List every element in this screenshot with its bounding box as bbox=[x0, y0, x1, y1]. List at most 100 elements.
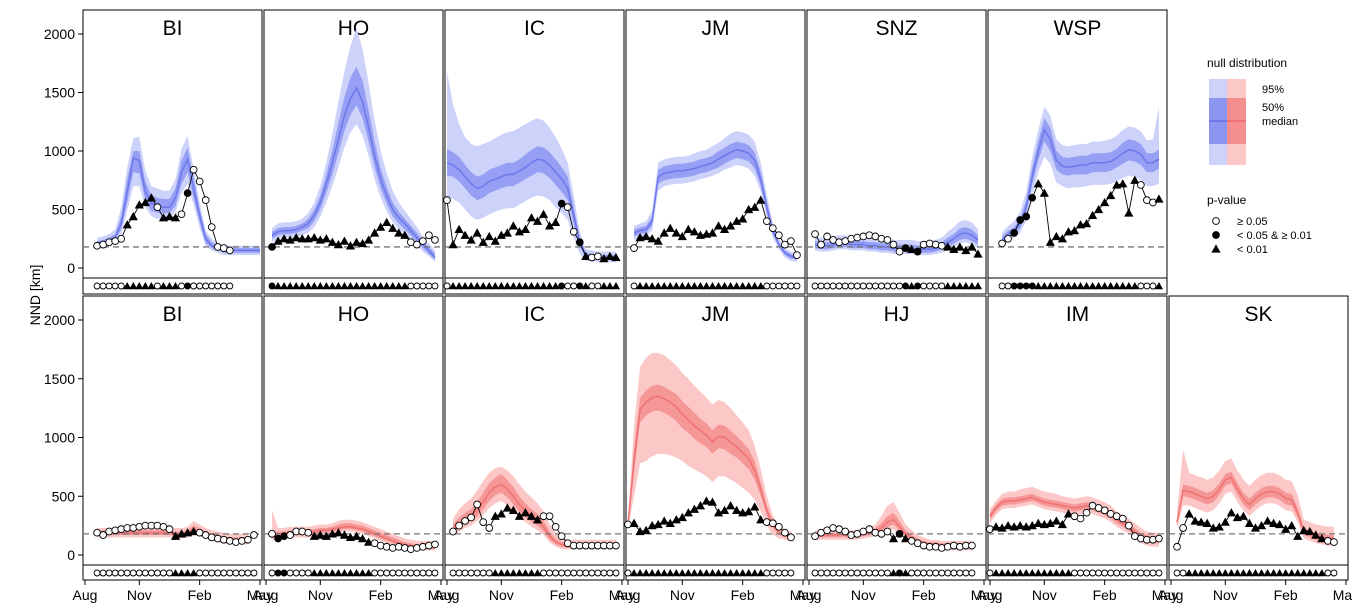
significance-marker bbox=[551, 281, 560, 290]
observed-point bbox=[1033, 179, 1043, 188]
panel-ic-bottom: IC bbox=[444, 295, 625, 581]
significance-marker bbox=[714, 568, 723, 577]
significance-marker bbox=[208, 569, 216, 577]
significance-marker bbox=[1124, 281, 1133, 290]
significance-marker bbox=[509, 281, 518, 290]
legend-label-median: median bbox=[1262, 116, 1298, 128]
y-axis-bottom: 0 500 1000 1500 2000 bbox=[44, 312, 83, 563]
significance-marker bbox=[431, 569, 439, 577]
significance-marker bbox=[190, 282, 198, 290]
significance-marker bbox=[1046, 568, 1055, 577]
observed-point bbox=[514, 511, 525, 520]
observed-point bbox=[725, 221, 736, 230]
significance-marker bbox=[756, 281, 765, 290]
significance-marker bbox=[769, 569, 777, 577]
significance-marker bbox=[678, 568, 687, 577]
significance-marker bbox=[648, 281, 657, 290]
significance-marker bbox=[1040, 568, 1049, 577]
observed-point bbox=[339, 236, 350, 245]
significance-marker bbox=[588, 569, 596, 577]
significance-marker bbox=[1046, 281, 1055, 290]
observed-point bbox=[370, 228, 380, 237]
significance-marker bbox=[1010, 568, 1019, 577]
significance-marker bbox=[1004, 282, 1012, 290]
significance-marker bbox=[781, 282, 789, 290]
significance-marker bbox=[377, 569, 385, 577]
panel-title: WSP bbox=[1054, 17, 1102, 40]
significance-marker bbox=[358, 568, 367, 577]
significance-marker bbox=[473, 281, 482, 290]
significance-marker bbox=[823, 569, 831, 577]
panel-snz-top: SNZ bbox=[806, 9, 987, 295]
observed-point bbox=[1214, 522, 1224, 531]
significance-marker bbox=[600, 569, 608, 577]
observed-point bbox=[1057, 519, 1068, 529]
observed-point bbox=[1305, 526, 1315, 536]
significance-marker bbox=[829, 569, 837, 577]
significance-marker bbox=[1197, 568, 1206, 577]
observed-point bbox=[1051, 516, 1061, 525]
significance-marker bbox=[1143, 569, 1151, 577]
observed-point bbox=[1003, 521, 1013, 530]
significance-marker bbox=[594, 282, 602, 290]
significance-marker bbox=[902, 282, 910, 290]
panel-title: IC bbox=[524, 17, 545, 40]
significance-marker bbox=[1131, 569, 1139, 577]
significance-marker bbox=[914, 569, 922, 577]
significance-marker bbox=[817, 282, 825, 290]
observed-point bbox=[1268, 518, 1279, 527]
significance-marker bbox=[467, 569, 475, 577]
observed-point bbox=[164, 211, 175, 221]
significance-marker bbox=[890, 282, 897, 290]
significance-marker bbox=[1100, 281, 1109, 290]
observed-point bbox=[768, 519, 777, 528]
panel-title: JM bbox=[702, 17, 730, 40]
panel-bi-top: BI bbox=[82, 9, 263, 295]
significance-marker bbox=[497, 281, 506, 290]
significance-marker bbox=[986, 569, 994, 577]
significance-marker bbox=[491, 281, 500, 290]
significance-marker bbox=[147, 569, 155, 577]
x-tick-label: Aug bbox=[254, 587, 279, 603]
significance-marker bbox=[920, 569, 928, 577]
panel-title: IC bbox=[524, 303, 545, 326]
significance-marker bbox=[461, 281, 470, 290]
observed-point bbox=[520, 224, 531, 234]
significance-marker bbox=[334, 568, 343, 577]
significance-marker bbox=[328, 568, 337, 577]
observed-point bbox=[484, 231, 494, 241]
significance-marker bbox=[250, 569, 258, 577]
significance-marker bbox=[1082, 281, 1091, 290]
band-95 bbox=[815, 502, 972, 551]
significance-marker bbox=[787, 569, 795, 577]
observed-point bbox=[170, 531, 181, 540]
observed-point bbox=[707, 497, 718, 506]
significance-marker bbox=[702, 281, 711, 290]
x-tick-label: Nov bbox=[851, 587, 876, 603]
significance-marker bbox=[793, 282, 801, 290]
observed-point bbox=[968, 541, 976, 550]
observed-point bbox=[787, 533, 795, 542]
significance-marker bbox=[419, 282, 427, 290]
significance-marker bbox=[533, 281, 542, 290]
significance-marker bbox=[781, 569, 789, 577]
observed-point bbox=[351, 237, 362, 246]
observed-point bbox=[268, 243, 276, 251]
observed-point bbox=[472, 228, 482, 237]
significance-marker bbox=[1089, 569, 1097, 577]
significance-marker bbox=[835, 569, 843, 577]
significance-marker bbox=[1149, 569, 1157, 577]
significance-marker bbox=[310, 281, 319, 290]
significance-marker bbox=[407, 282, 415, 290]
observed-point bbox=[460, 230, 470, 239]
observed-point bbox=[122, 220, 132, 229]
significance-marker bbox=[364, 568, 373, 577]
significance-marker bbox=[232, 569, 240, 577]
y-axis-top: 0 500 1000 1500 2000 bbox=[44, 26, 83, 276]
observed-point bbox=[1154, 194, 1164, 203]
legend-label-95: 95% bbox=[1262, 84, 1284, 96]
x-tick-label: Nov bbox=[489, 587, 514, 603]
y-tick-label: 1000 bbox=[44, 430, 75, 446]
panel-jm-bottom: JM bbox=[624, 295, 806, 581]
median-line bbox=[271, 86, 436, 258]
